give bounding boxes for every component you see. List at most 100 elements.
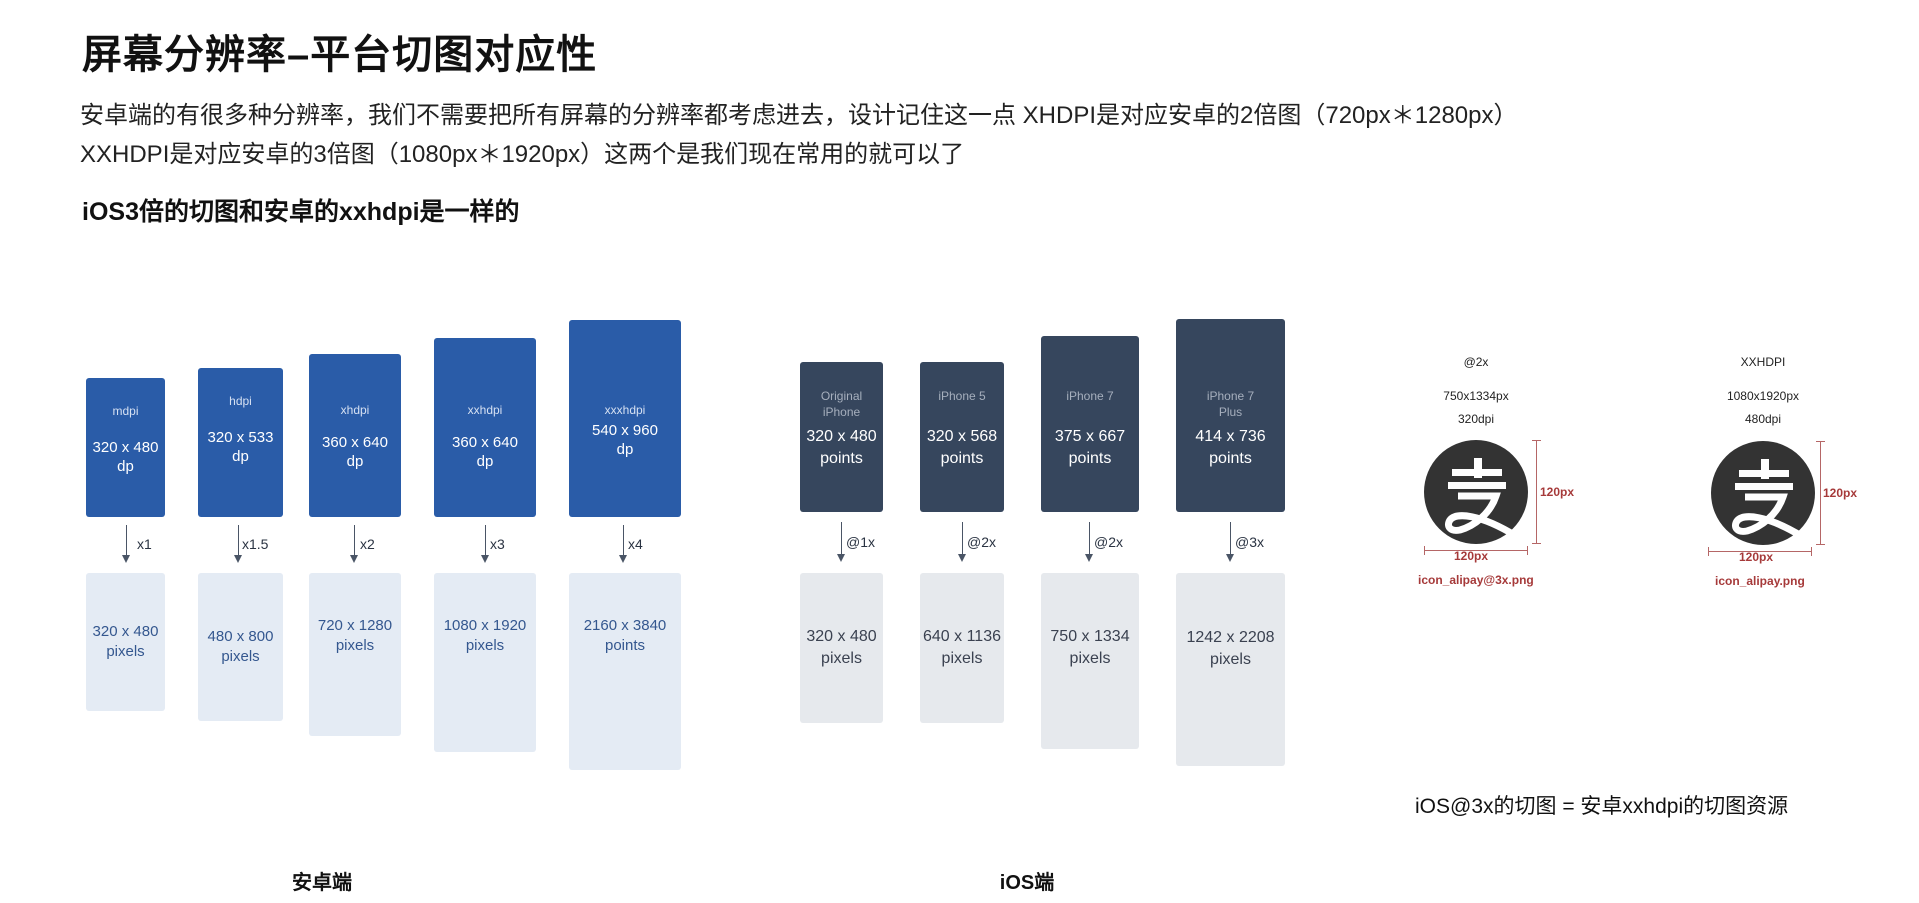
pt-size: 375 x 667 (1054, 428, 1126, 445)
dp-size: 320 x 480 (92, 438, 159, 456)
multiplier-label: @2x (1094, 534, 1123, 550)
intro-line-2: XXHDPI是对应安卓的3倍图（1080px＊1920px）这两个是我们现在常用… (80, 141, 965, 168)
device-label: iPhone 5 (938, 389, 986, 403)
dimension-tick (1424, 546, 1425, 555)
px-size: 1080 x 1920 (443, 616, 527, 634)
px-size: 720 x 1280 (317, 616, 393, 634)
device-label: Original iPhone (820, 389, 863, 419)
scale-label: XXHDPI (1740, 355, 1786, 369)
multiplier-label: x1.5 (242, 536, 269, 552)
dp-size: 540 x 960 (592, 421, 658, 439)
px-unit: pixels (821, 650, 862, 667)
dp-size: 360 x 640 (452, 433, 518, 451)
dimension-tick (1527, 546, 1528, 555)
px-unit: pixels (335, 636, 375, 654)
dp-unit: dp (616, 440, 634, 458)
dimension-tick (1811, 547, 1812, 556)
android-px-box-xxxhdpi: 2160 x 3840 points (569, 573, 681, 770)
pt-unit: points (940, 450, 984, 467)
device-label: iPhone 7 Plus (1206, 389, 1255, 419)
dpi-label: 320dpi (1457, 412, 1495, 426)
section-subtitle: iOS3倍的切图和安卓的xxhdpi是一样的 (82, 198, 520, 226)
px-size: 1242 x 2208 (1186, 628, 1275, 646)
android-px-box-hdpi: 480 x 800 pixels (198, 573, 283, 721)
alipay-icon (1711, 441, 1815, 545)
ios-px-box-iphone-7: 750 x 1334 pixels (1041, 573, 1139, 749)
pt-unit: points (1209, 449, 1252, 467)
width-dimension-line (1424, 550, 1528, 551)
resolution-label: 1080x1920px (1726, 389, 1800, 403)
ios-pt-box-iphone-7-plus: iPhone 7 Plus 414 x 736 points (1176, 319, 1285, 512)
multiplier-label: @2x (967, 534, 996, 550)
height-dimension-line (1820, 441, 1821, 545)
arrow-down-icon (958, 522, 966, 562)
dimension-tick (1708, 547, 1709, 556)
android-dp-box-hdpi: hdpi 320 x 533 dp (198, 368, 283, 517)
arrow-down-icon (350, 525, 358, 563)
dimension-tick (1532, 440, 1541, 441)
android-platform-label: 安卓端 (292, 872, 352, 894)
multiplier-label: x4 (628, 536, 643, 552)
width-dimension-line (1708, 551, 1812, 552)
dp-unit: dp (117, 457, 134, 475)
width-label: 120px (1454, 549, 1489, 563)
px-size: 480 x 800 (207, 628, 274, 645)
android-dp-box-xxxhdpi: xxxhdpi 540 x 960 dp (569, 320, 681, 517)
px-size: 640 x 1136 (923, 628, 1001, 645)
multiplier-label: @1x (846, 534, 875, 550)
multiplier-label: x3 (490, 536, 505, 552)
arrow-down-icon (481, 525, 489, 563)
height-dimension-line (1536, 440, 1537, 544)
android-dp-box-mdpi: mdpi 320 x 480 dp (86, 378, 165, 517)
px-unit: pixels (941, 650, 983, 667)
ios-px-box-iphone-7-plus: 1242 x 2208 pixels (1176, 573, 1285, 766)
pt-size: 414 x 736 (1195, 427, 1266, 445)
px-unit: pixels (1210, 650, 1251, 668)
android-dp-box-xxhdpi: xxhdpi 360 x 640 dp (434, 338, 536, 517)
ios-px-box-original-iphone: 320 x 480 pixels (800, 573, 883, 723)
px-unit: pixels (465, 636, 505, 654)
px-unit: pixels (1069, 650, 1111, 667)
multiplier-label: @3x (1235, 534, 1264, 550)
ios-pt-box-iphone-5: iPhone 5 320 x 568 points (920, 362, 1004, 512)
px-unit: pixels (221, 648, 260, 665)
arrow-down-icon (122, 525, 130, 563)
device-label: iPhone 7 (1066, 389, 1114, 403)
pt-unit: points (1068, 450, 1112, 467)
ios-platform-label: iOS端 (999, 872, 1055, 894)
dp-unit: dp (346, 452, 364, 470)
density-label: mdpi (112, 404, 139, 418)
width-label: 120px (1739, 550, 1774, 564)
px-unit: points (604, 636, 646, 654)
dp-unit: dp (476, 452, 494, 470)
equivalence-statement: iOS@3x的切图 = 安卓xxhdpi的切图资源 (1415, 795, 1789, 818)
dp-unit: dp (232, 447, 249, 465)
multiplier-label: x2 (360, 536, 375, 552)
icon-spec-android: XXHDPI 1080x1920px 480dpi 120px 120px ic… (1663, 355, 1863, 595)
arrow-down-icon (837, 522, 845, 562)
pt-size: 320 x 568 (926, 428, 998, 445)
density-label: xhdpi (340, 403, 370, 417)
android-px-box-xxhdpi: 1080 x 1920 pixels (434, 573, 536, 752)
density-label: hdpi (229, 394, 252, 408)
arrow-down-icon (619, 525, 627, 563)
pt-unit: points (820, 450, 863, 467)
intro-line-1: 安卓端的有很多种分辨率，我们不需要把所有屏幕的分辨率都考虑进去，设计记住这一点 … (80, 102, 1518, 129)
dp-size: 360 x 640 (322, 433, 388, 451)
ios-px-box-iphone-5: 640 x 1136 pixels (920, 573, 1004, 723)
arrow-down-icon (234, 525, 242, 563)
height-label: 120px (1540, 485, 1575, 499)
px-size: 750 x 1334 (1050, 628, 1130, 645)
android-px-box-mdpi: 320 x 480 pixels (86, 573, 165, 711)
dimension-tick (1816, 544, 1825, 545)
ios-pt-box-iphone-7: iPhone 7 375 x 667 points (1041, 336, 1139, 512)
multiplier-label: x1 (137, 536, 152, 552)
dimension-tick (1816, 441, 1825, 442)
alipay-icon (1424, 440, 1528, 544)
ios-pt-box-original-iphone: Original iPhone 320 x 480 points (800, 362, 883, 512)
android-px-box-xhdpi: 720 x 1280 pixels (309, 573, 401, 736)
filename-label: icon_alipay@3x.png (1418, 573, 1534, 587)
scale-label: @2x (1463, 355, 1489, 369)
resolution-label: 750x1334px (1443, 389, 1509, 403)
dimension-tick (1532, 543, 1541, 544)
